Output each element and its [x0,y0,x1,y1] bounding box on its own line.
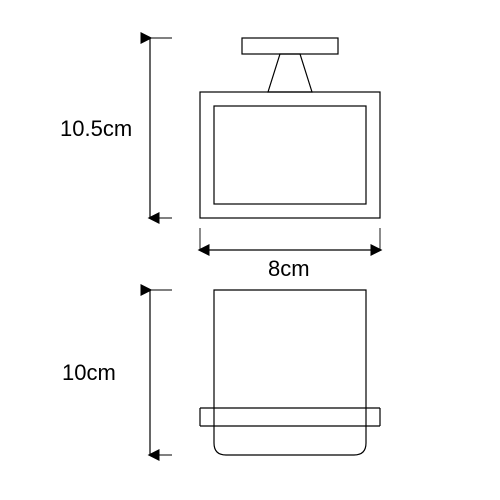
labels.width_top: 8cm [268,256,310,281]
mount-plate [242,38,338,54]
holder-inner [214,106,366,204]
labels.height_top: 10.5cm [60,116,132,141]
holder-outer [200,92,380,218]
glass-outline [214,290,366,455]
stem [268,54,312,92]
labels.height_bottom: 10cm [62,360,116,385]
technical-drawing: 10.5cm 8cm 10cm [0,0,500,500]
